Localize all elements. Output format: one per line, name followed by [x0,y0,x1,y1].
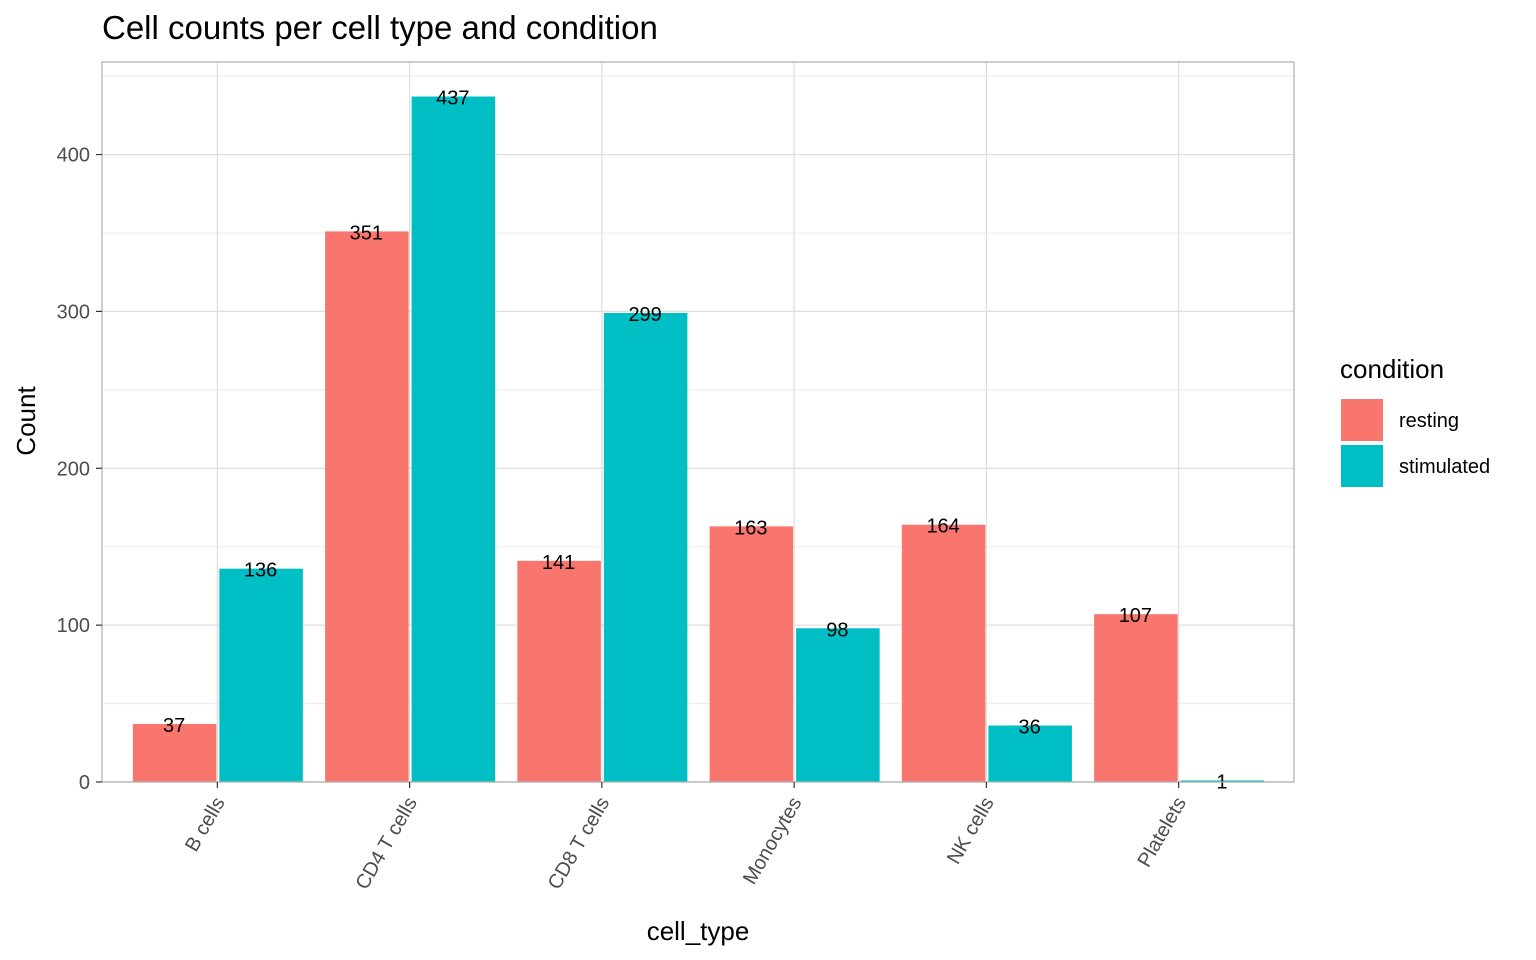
x-tick-label: CD8 T cells [544,794,614,894]
data-label: 299 [628,304,661,326]
legend-title: condition [1340,354,1444,384]
bar-resting-cd8-t-cells [517,560,601,782]
legend-label-stimulated: stimulated [1399,456,1490,478]
legend-key-stimulated [1341,445,1383,487]
x-tick-label: Platelets [1134,794,1191,871]
data-label: 351 [350,222,383,244]
data-label: 136 [244,560,277,582]
data-label: 98 [826,619,848,641]
panel-border [101,61,1295,783]
legend: condition resting stimulated [1340,354,1490,487]
bar-stimulated-cd4-t-cells [411,96,496,782]
bar-stimulated-monocytes [796,628,880,782]
x-tick-label: B cells [181,794,230,856]
data-label: 107 [1119,605,1152,627]
bar-resting-cd4-t-cells [325,231,409,783]
y-tick-label: 100 [57,615,90,637]
bar-stimulated-nk-cells [988,725,1072,782]
x-axis-title: cell_type [647,916,750,946]
data-label: 163 [734,517,767,539]
data-label: 36 [1019,717,1041,739]
legend-label-resting: resting [1399,410,1459,432]
x-tick-label: NK cells [943,794,999,869]
bar-stimulated-b-cells [219,568,303,782]
data-label: 437 [436,88,469,110]
legend-key-resting [1341,399,1383,441]
bar-resting-platelets [1094,614,1178,782]
bar-stimulated-platelets [1180,780,1265,782]
bar-resting-monocytes [709,526,794,782]
y-tick-label: 300 [57,301,90,323]
y-tick-label: 400 [57,145,90,167]
bar-stimulated-cd8-t-cells [603,312,688,782]
data-label: 141 [542,552,575,574]
data-label: 164 [926,516,959,538]
x-tick-label: CD4 T cells [352,794,422,894]
y-axis-title: Count [11,386,41,456]
x-tick-label: Monocytes [739,794,806,889]
bar-resting-b-cells [132,723,217,782]
chart-title: Cell counts per cell type and condition [102,9,658,46]
data-label: 37 [163,715,185,737]
y-tick-label: 0 [79,772,90,794]
y-tick-label: 200 [57,458,90,480]
bar-resting-nk-cells [901,524,986,782]
